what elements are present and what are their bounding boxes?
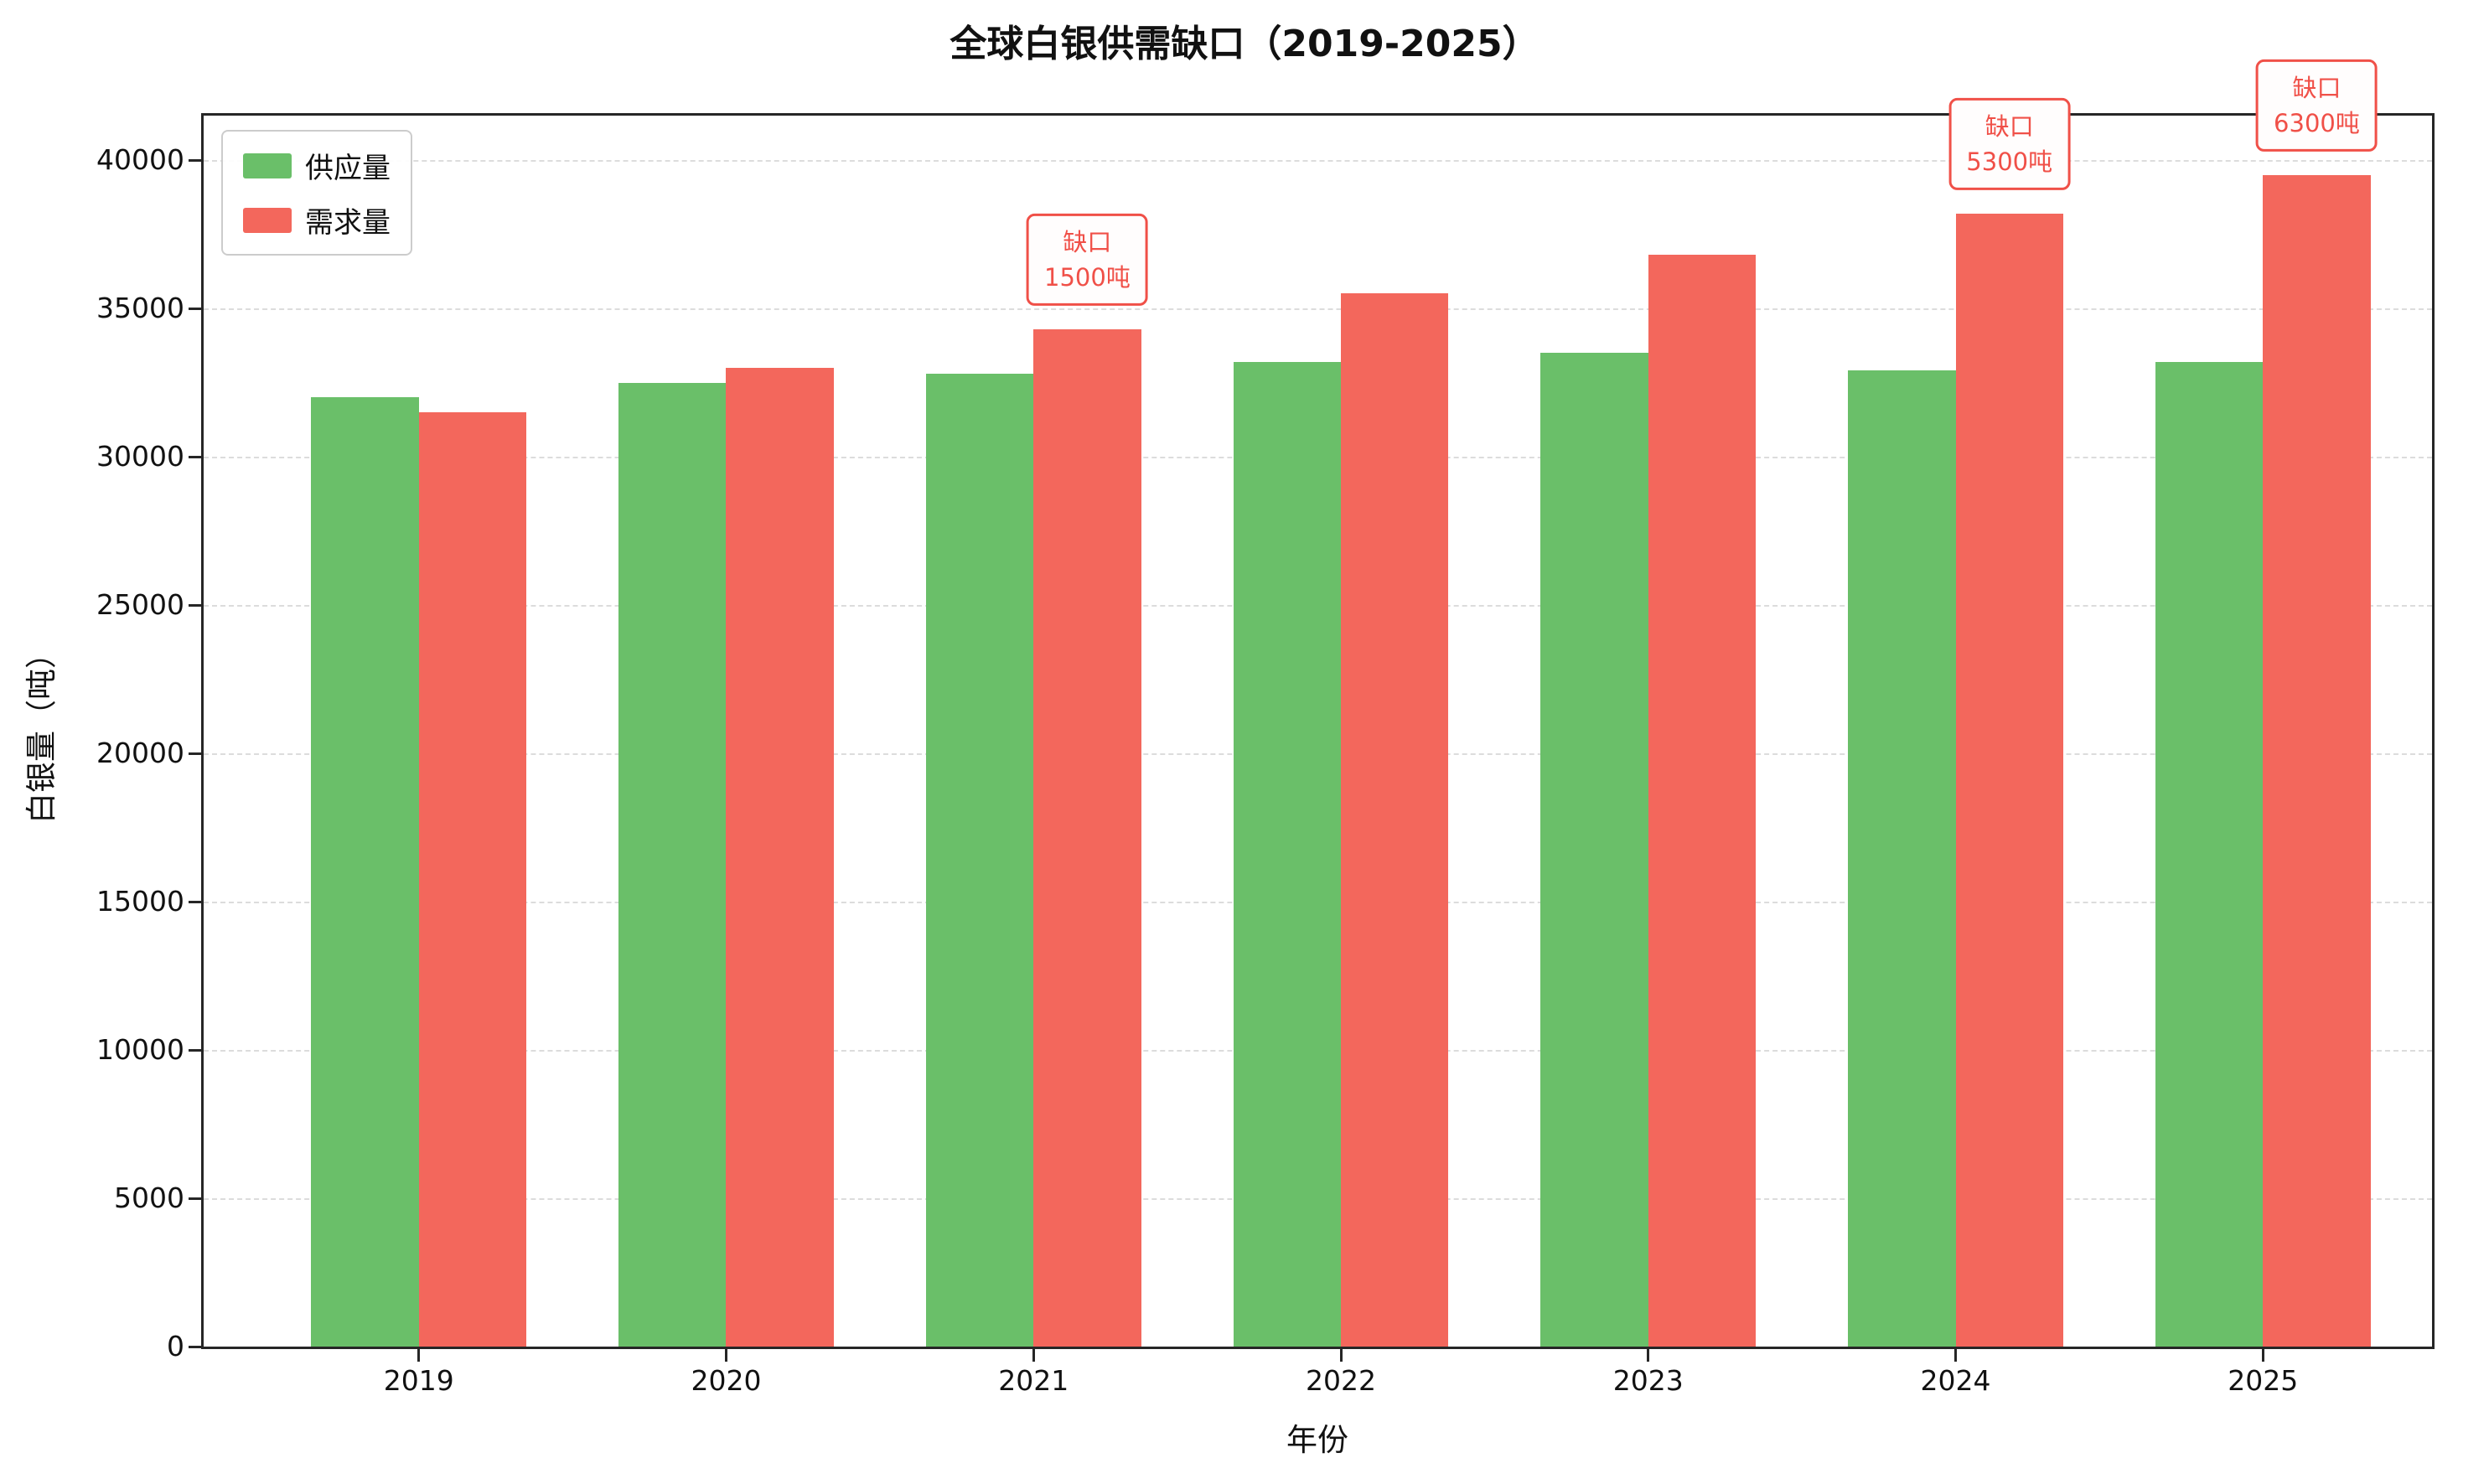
gridline [204, 160, 2432, 163]
x-tick-label-2024: 2024 [1920, 1364, 1991, 1397]
x-tick-mark [1339, 1349, 1343, 1362]
x-tick-mark [417, 1349, 421, 1362]
legend-swatch-supply [243, 153, 292, 178]
y-tick-label: 10000 [96, 1033, 184, 1067]
legend-label: 供应量 [305, 152, 391, 185]
gap-annotation-line: 1500吨 [1044, 262, 1131, 292]
x-tick-mark [1647, 1349, 1650, 1362]
bar-demand-2020 [726, 367, 834, 1347]
bar-supply-2020 [618, 382, 727, 1347]
y-tick-label: 30000 [96, 440, 184, 473]
x-tick-label-2020: 2020 [691, 1364, 762, 1397]
y-tick-mark [189, 158, 201, 162]
y-tick-mark [189, 900, 201, 903]
gap-annotation-line: 6300吨 [2274, 108, 2360, 137]
y-tick-label: 0 [167, 1330, 184, 1362]
x-tick-mark [1954, 1349, 1958, 1362]
y-tick-mark [189, 603, 201, 607]
bar-supply-2025 [2155, 361, 2264, 1347]
gap-annotation-line: 缺口 [1984, 111, 2034, 141]
x-tick-label-2023: 2023 [1612, 1364, 1684, 1397]
legend-item-demand: 需求量 [243, 199, 391, 240]
y-tick-mark [189, 307, 201, 310]
y-tick-label: 5000 [114, 1182, 184, 1214]
x-tick-label-2019: 2019 [383, 1364, 454, 1397]
bar-demand-2024 [1955, 213, 2063, 1347]
bar-supply-2022 [1233, 361, 1341, 1347]
x-tick-mark [724, 1349, 727, 1362]
legend: 供应量 需求量 [221, 130, 412, 256]
bar-demand-2019 [418, 411, 527, 1347]
bar-demand-2023 [1648, 255, 1757, 1347]
legend-swatch-demand [243, 207, 292, 233]
y-tick-label: 25000 [96, 588, 184, 622]
x-tick-label-2021: 2021 [998, 1364, 1069, 1397]
y-tick-mark [189, 1197, 201, 1200]
x-axis-label: 年份 [1286, 1422, 1348, 1458]
y-tick-label: 15000 [96, 885, 184, 918]
bar-demand-2025 [2263, 174, 2371, 1347]
plot-area [201, 113, 2435, 1349]
x-tick-mark [2261, 1349, 2264, 1362]
gap-annotation-line: 5300吨 [1966, 147, 2053, 176]
legend-label: 需求量 [305, 206, 391, 240]
y-tick-label: 40000 [96, 143, 184, 177]
chart-title: 全球白银供需缺口（2019-2025） [950, 23, 1539, 65]
bar-supply-2024 [1848, 370, 1956, 1347]
legend-item-supply: 供应量 [243, 145, 391, 186]
gap-annotation-2025: 缺口 6300吨 [2256, 59, 2378, 152]
bar-supply-2021 [925, 373, 1034, 1347]
y-tick-mark [189, 1048, 201, 1052]
bar-supply-2019 [311, 397, 419, 1347]
y-tick-mark [189, 455, 201, 458]
y-tick-mark [189, 1345, 201, 1348]
bar-supply-2023 [1540, 353, 1648, 1347]
y-tick-mark [189, 752, 201, 755]
x-tick-label-2025: 2025 [2228, 1364, 2299, 1397]
gap-annotation-line: 缺口 [2292, 73, 2342, 102]
bar-demand-2021 [1033, 328, 1141, 1347]
y-axis-label: 白银量（吨） [23, 638, 60, 824]
y-tick-label: 20000 [96, 737, 184, 770]
bar-demand-2022 [1341, 293, 1449, 1347]
y-tick-label: 35000 [96, 292, 184, 325]
gap-annotation-2024: 缺口 5300吨 [1948, 97, 2071, 190]
gap-annotation-2021: 缺口 1500吨 [1027, 213, 1148, 306]
gridline [204, 308, 2432, 311]
x-tick-label-2022: 2022 [1306, 1364, 1376, 1397]
x-tick-mark [1032, 1349, 1035, 1362]
gap-annotation-line: 缺口 [1063, 227, 1112, 256]
